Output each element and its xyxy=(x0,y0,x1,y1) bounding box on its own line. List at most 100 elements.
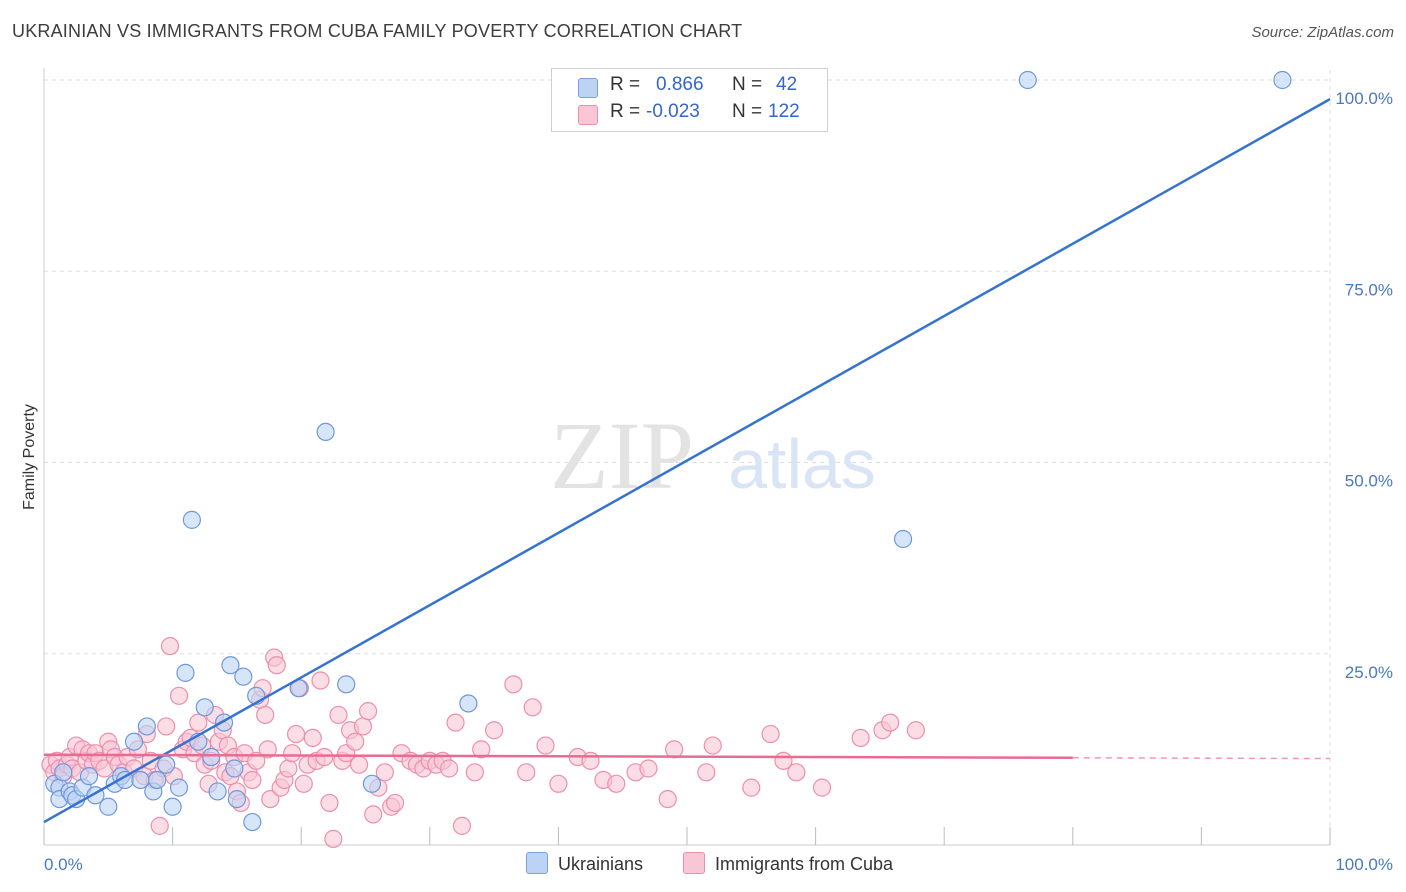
legend-row-ukrainians: R = 0.866 N = 42 xyxy=(552,74,827,100)
legend-r-label: R = xyxy=(610,74,641,95)
cuba-point xyxy=(283,744,302,763)
ukrainian-point xyxy=(202,747,221,767)
cuba-point xyxy=(812,778,832,797)
cuba-point xyxy=(243,770,262,790)
ukrainian-point xyxy=(893,529,913,549)
cuba-point xyxy=(315,747,334,767)
cuba-point xyxy=(452,816,472,835)
y-tick-label: 75.0% xyxy=(1345,280,1393,299)
cuba-point xyxy=(385,793,405,813)
cuba-point xyxy=(607,774,626,793)
watermark-atlas: atlas xyxy=(728,425,876,503)
ukrainian-point xyxy=(124,732,144,751)
cuba-trend-line xyxy=(43,753,1073,760)
cuba-point xyxy=(324,829,343,848)
ukrainian-point xyxy=(243,812,262,832)
cuba-point xyxy=(639,759,658,778)
ukrainian-point xyxy=(182,510,201,529)
cuba-point xyxy=(256,705,275,725)
cuba-point xyxy=(329,705,348,725)
legend-swatch-pink xyxy=(578,105,598,125)
cuba-point xyxy=(169,686,189,705)
cuba-point xyxy=(160,636,180,656)
cuba-point xyxy=(189,713,208,732)
ukrainian-point xyxy=(316,422,335,441)
cuba-point xyxy=(697,763,716,782)
x-tick-label: 100.0% xyxy=(1335,855,1393,874)
cuba-point xyxy=(439,759,459,778)
cuba-point xyxy=(523,698,542,717)
cuba-point xyxy=(549,774,568,793)
ukrainian-point xyxy=(1273,70,1292,90)
cuba-point xyxy=(286,724,306,744)
ukrainian-point xyxy=(148,770,167,790)
ukrainian-point xyxy=(459,694,478,713)
cuba-points xyxy=(41,636,926,848)
legend-row-cuba: R = -0.023 N = 122 xyxy=(552,101,827,127)
cuba-point xyxy=(465,763,484,782)
y-axis-label: Family Poverty xyxy=(21,404,38,510)
ukrainian-point xyxy=(163,797,182,816)
cuba-point xyxy=(472,740,491,759)
legend-n-label: N = xyxy=(732,101,763,122)
cuba-point xyxy=(787,763,806,782)
bottom-legend-swatch-pink xyxy=(683,852,705,874)
ukrainian-point xyxy=(208,782,227,801)
cuba-point xyxy=(485,721,504,740)
ukrainian-point xyxy=(337,675,356,694)
legend-n-label: N = xyxy=(732,74,763,95)
cuba-point xyxy=(665,740,684,759)
legend-swatch-blue xyxy=(578,78,598,98)
cuba-point xyxy=(703,736,722,755)
y-tick-label: 25.0% xyxy=(1345,663,1393,682)
y-tick-label: 100.0% xyxy=(1335,89,1393,108)
cuba-point xyxy=(761,724,780,744)
ukrainian-point xyxy=(79,767,99,786)
cuba-point xyxy=(504,675,523,694)
bottom-legend-ukrainians: Ukrainians xyxy=(526,852,643,875)
chart-title: UKRAINIAN VS IMMIGRANTS FROM CUBA FAMILY… xyxy=(12,21,743,41)
bottom-legend-label: Immigrants from Cuba xyxy=(715,854,894,874)
legend-r-value: -0.023 xyxy=(646,101,700,122)
ukrainian-point xyxy=(225,759,244,778)
x-tick-label: 0.0% xyxy=(44,855,83,874)
cuba-point xyxy=(261,789,280,809)
ukrainian-point xyxy=(54,763,73,782)
watermark-zip: ZIP xyxy=(550,402,694,509)
cuba-point xyxy=(294,774,313,793)
cuba-point xyxy=(658,789,677,809)
ukrainian-point xyxy=(362,774,382,793)
cuba-point xyxy=(346,732,365,751)
axes xyxy=(43,68,1331,846)
cuba-point xyxy=(536,736,555,755)
cuba-point xyxy=(906,721,926,740)
ukrainian-point xyxy=(99,797,118,816)
ukrainian-point xyxy=(221,656,240,675)
source-label: Source: ZipAtlas.com xyxy=(1251,24,1394,41)
cuba-point xyxy=(303,728,322,748)
trend-lines xyxy=(43,98,1331,824)
bottom-legend-swatch-blue xyxy=(526,852,548,874)
cuba-point xyxy=(349,755,369,774)
ukrainian-trend-line xyxy=(43,98,1331,824)
cuba-point xyxy=(267,656,286,675)
ukrainian-point xyxy=(176,663,195,682)
cuba-point xyxy=(311,671,330,690)
bottom-legend-label: Ukrainians xyxy=(558,854,644,874)
cuba-point xyxy=(157,717,176,736)
ukrainian-point xyxy=(227,789,246,809)
cuba-point xyxy=(364,805,383,824)
cuba-point xyxy=(517,763,536,782)
ukrainian-point xyxy=(234,667,253,686)
ukrainian-point xyxy=(169,778,189,797)
watermark: ZIP atlas xyxy=(550,402,876,509)
ukrainian-point xyxy=(1018,70,1037,90)
cuba-point xyxy=(279,759,298,778)
cuba-point xyxy=(851,728,870,748)
legend-n-value: 122 xyxy=(768,101,800,122)
cuba-trend-extension xyxy=(1072,757,1331,760)
cuba-point xyxy=(320,793,339,813)
y-tick-label: 50.0% xyxy=(1345,472,1393,491)
ukrainian-point xyxy=(157,755,176,774)
legend-r-label: R = xyxy=(610,101,641,122)
